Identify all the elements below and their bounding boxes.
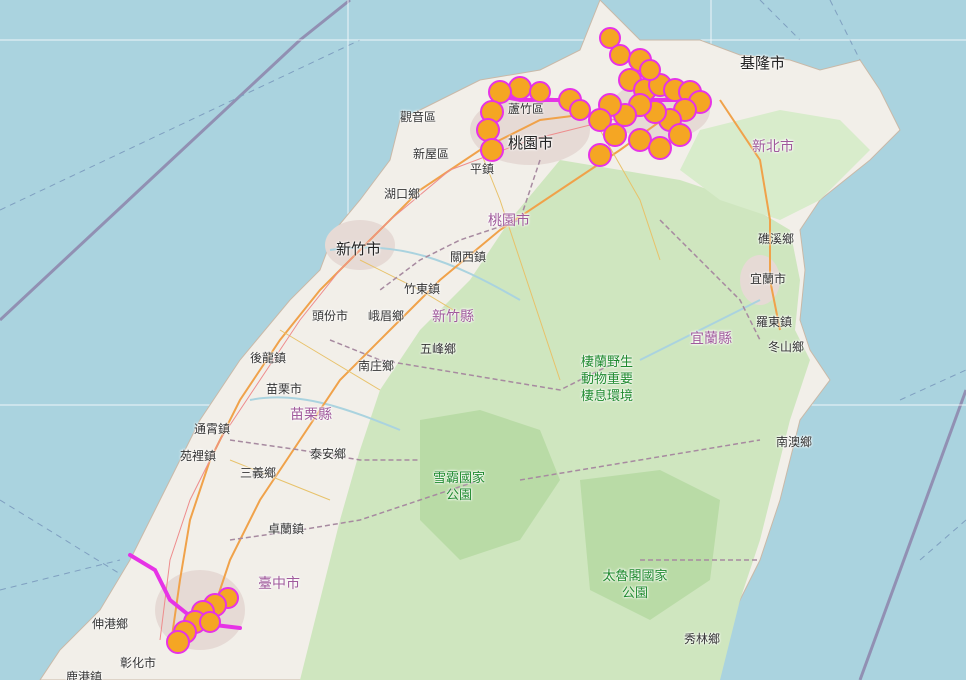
forest-patch [420,410,560,560]
map-marker[interactable] [639,59,661,81]
map-marker[interactable] [508,76,532,100]
map-marker[interactable] [588,143,612,167]
map-marker[interactable] [603,123,627,147]
mountain-area-north [680,110,870,220]
map-marker[interactable] [199,611,221,633]
map-marker[interactable] [166,630,190,654]
map-marker[interactable] [609,44,631,66]
map-marker[interactable] [599,27,621,49]
admin-boundaries [229,159,761,561]
map-marker[interactable] [588,108,612,132]
map-marker[interactable] [668,123,692,147]
marker-cluster-south[interactable] [166,587,239,654]
marker-cluster-north[interactable] [476,27,712,167]
map-marker[interactable] [648,136,672,160]
map-marker[interactable] [628,128,652,152]
map-marker[interactable] [488,80,512,104]
forest-patch-east [580,470,720,620]
map-marker[interactable] [476,118,500,142]
map-marker[interactable] [529,81,551,103]
highways [169,89,781,651]
railways [159,109,696,641]
sea-dashed-lines [0,0,966,591]
map-marker[interactable] [569,99,591,121]
secondary-roads [229,129,661,501]
map-marker[interactable] [480,138,504,162]
